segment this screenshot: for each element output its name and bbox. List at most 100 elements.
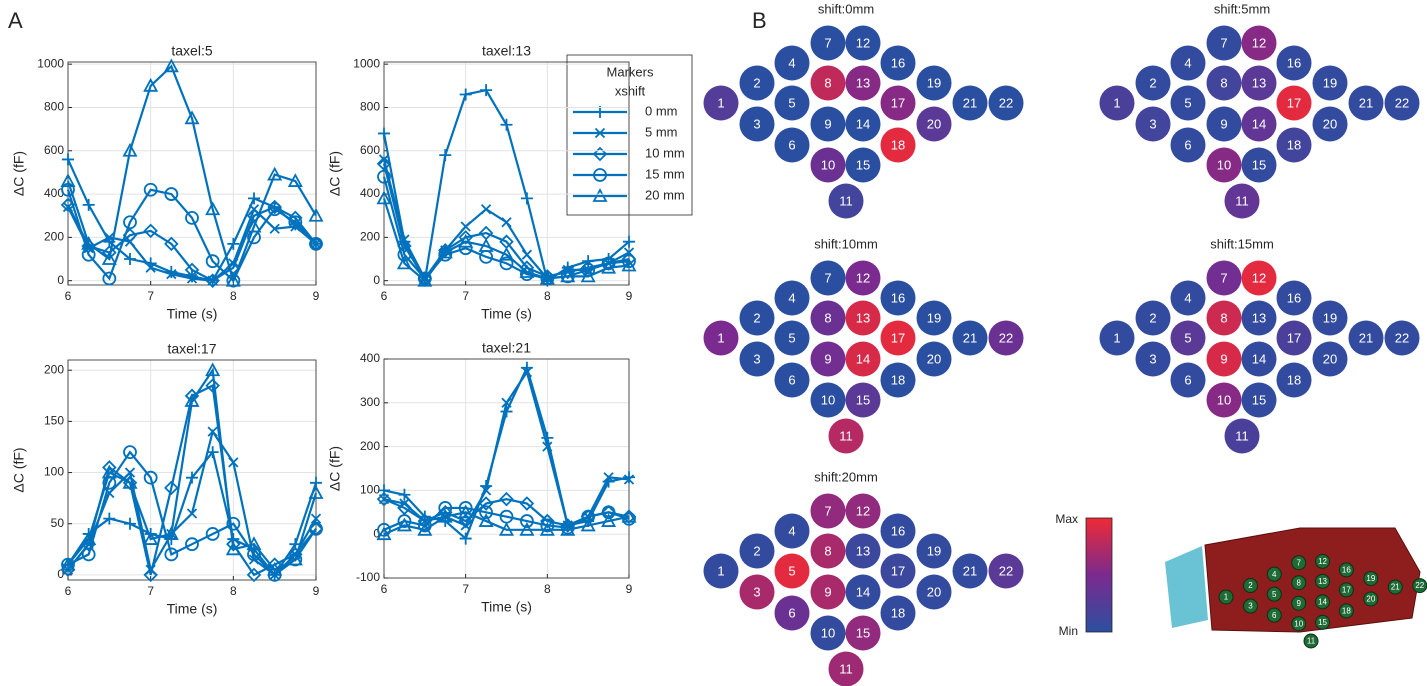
taxel <box>1170 320 1206 356</box>
taxel <box>1276 127 1312 163</box>
data-marker <box>205 201 221 216</box>
taxel <box>845 106 881 142</box>
legend-label: 15 mm <box>645 166 685 181</box>
taxel <box>1312 106 1348 142</box>
taxel <box>916 341 952 377</box>
data-marker <box>145 262 156 273</box>
colorbar-min: Min <box>1059 624 1078 638</box>
data-marker <box>227 237 240 250</box>
y-tick-label: 0 <box>373 273 380 287</box>
x-tick-label: 8 <box>230 584 237 598</box>
taxel-label: 16 <box>891 290 905 305</box>
taxel <box>1135 341 1171 377</box>
taxel-label: 4 <box>1184 55 1191 70</box>
photo-taxel-label: 21 <box>1391 583 1400 592</box>
data-marker <box>164 187 179 201</box>
taxel <box>1276 362 1312 398</box>
taxel <box>1312 65 1348 101</box>
taxel-label: 20 <box>927 584 941 599</box>
taxel <box>828 418 864 454</box>
data-marker <box>124 467 136 478</box>
y-tick-label: 1000 <box>353 56 380 70</box>
taxel-label: 3 <box>753 584 760 599</box>
taxel <box>1206 147 1242 183</box>
taxel-label: 7 <box>1220 35 1227 50</box>
data-marker <box>143 223 158 239</box>
data-marker <box>246 567 262 583</box>
data-marker <box>124 253 136 266</box>
data-marker <box>164 480 179 496</box>
photo-taxel <box>1315 573 1331 589</box>
taxel-label: 19 <box>927 75 941 90</box>
taxel <box>1348 85 1384 121</box>
x-tick-label: 9 <box>626 582 633 596</box>
x-axis-label: Time (s) <box>481 599 532 615</box>
photo-taxel <box>1266 586 1282 602</box>
taxel-label: 6 <box>1184 137 1191 152</box>
map-title: shift:10mm <box>814 236 878 251</box>
taxel-label: 18 <box>891 605 905 620</box>
data-marker <box>205 273 220 288</box>
taxel <box>1276 320 1312 356</box>
taxel-label: 20 <box>1323 116 1337 131</box>
taxel <box>774 127 810 163</box>
photo-taxel-label: 14 <box>1318 597 1327 606</box>
y-axis-label: ΔC (fF) <box>11 151 27 196</box>
taxel <box>845 25 881 61</box>
taxel <box>1170 362 1206 398</box>
data-marker <box>621 508 637 523</box>
photo-taxel-label: 13 <box>1318 577 1327 586</box>
taxel-label: 11 <box>839 193 853 208</box>
taxel-label: 12 <box>856 503 870 518</box>
taxel <box>739 106 775 142</box>
data-marker <box>205 378 220 393</box>
map-title: shift:15mm <box>1210 236 1274 251</box>
data-marker <box>560 521 576 536</box>
taxel <box>774 320 810 356</box>
photo-taxel-label: 6 <box>1272 611 1277 620</box>
taxel-label: 21 <box>1359 95 1373 110</box>
x-tick-label: 8 <box>230 289 237 303</box>
taxel <box>1312 300 1348 336</box>
taxel-label: 21 <box>963 95 977 110</box>
data-marker <box>287 173 303 187</box>
taxel-label: 6 <box>788 137 795 152</box>
taxel <box>1348 320 1384 356</box>
photo-taxel <box>1218 589 1234 605</box>
data-marker <box>623 471 635 484</box>
taxel-label: 1 <box>1113 330 1120 345</box>
y-tick-label: 200 <box>360 439 380 453</box>
taxel-label: 16 <box>891 523 905 538</box>
data-marker <box>81 547 96 562</box>
data-marker <box>308 207 324 222</box>
x-tick-label: 7 <box>147 289 154 303</box>
data-marker <box>225 541 241 556</box>
taxel-label: 7 <box>824 35 831 50</box>
taxel-label: 10 <box>821 157 835 172</box>
legend-label: 10 mm <box>645 145 685 160</box>
photo-taxel <box>1338 562 1354 578</box>
y-tick-label: 0 <box>57 567 64 581</box>
sensor-skin <box>1204 527 1421 633</box>
photo-taxel <box>1303 633 1319 649</box>
taxel <box>1241 382 1277 418</box>
data-marker <box>417 271 432 286</box>
taxel <box>845 533 881 569</box>
data-marker <box>519 264 535 278</box>
taxel-label: 20 <box>1323 351 1337 366</box>
data-marker <box>288 215 303 230</box>
photo-taxel <box>1363 591 1379 607</box>
data-marker <box>499 491 514 507</box>
data-marker <box>542 441 553 452</box>
taxel-label: 8 <box>824 75 831 90</box>
taxel-label: 8 <box>1220 310 1227 325</box>
taxel <box>810 493 846 529</box>
x-axis-label: Time (s) <box>167 306 218 322</box>
taxel <box>828 651 864 686</box>
legend-marker <box>592 188 608 202</box>
photo-taxel-label: 4 <box>1272 570 1277 579</box>
taxel <box>810 300 846 336</box>
photo-taxel-label: 20 <box>1366 595 1375 604</box>
chart-title: taxel:13 <box>482 43 531 59</box>
taxel-label: 2 <box>753 310 760 325</box>
